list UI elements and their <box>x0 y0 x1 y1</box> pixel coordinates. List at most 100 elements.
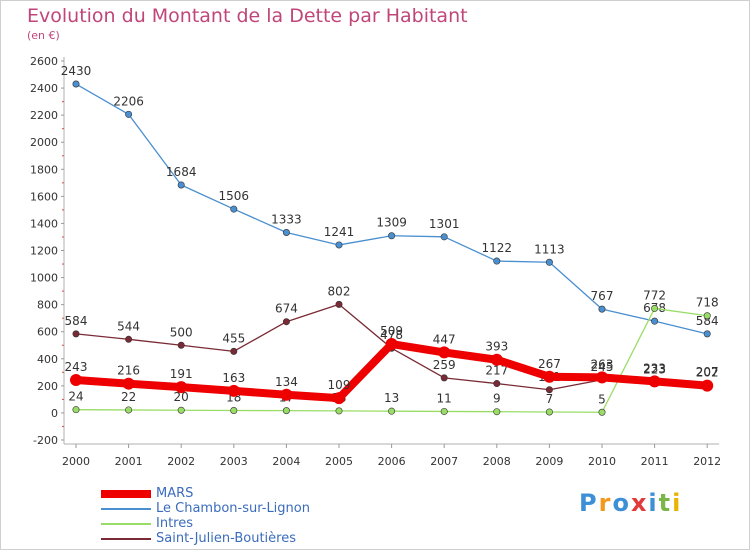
y-tick-label: -200 <box>33 434 58 447</box>
data-point <box>703 330 711 338</box>
data-point <box>385 338 398 351</box>
data-point <box>175 381 188 394</box>
data-point <box>440 233 448 241</box>
data-label: 207 <box>696 365 719 379</box>
data-point <box>703 312 711 320</box>
data-point <box>701 379 714 392</box>
data-point <box>72 80 80 88</box>
data-point <box>440 374 448 382</box>
data-label: 216 <box>117 364 140 378</box>
y-tick-label: 600 <box>37 326 58 339</box>
y-tick-label: 2400 <box>30 82 58 95</box>
logo-letter: x <box>630 489 649 517</box>
data-label: 24 <box>68 390 83 404</box>
data-point <box>177 181 185 189</box>
proxiti-logo: Proxiti <box>579 489 682 517</box>
data-label: 584 <box>65 314 88 328</box>
data-label: 9 <box>493 392 501 406</box>
data-point <box>122 377 135 390</box>
data-label: 223 <box>643 363 666 377</box>
data-point <box>70 374 82 387</box>
series-intres: 2422201817151311975772718 <box>68 288 719 416</box>
data-label: 2430 <box>61 64 92 78</box>
data-label: 674 <box>275 302 298 316</box>
data-label: 772 <box>643 288 666 302</box>
x-tick-label: 2009 <box>535 455 563 468</box>
y-tick-label: 1800 <box>30 163 58 176</box>
data-label: 1684 <box>166 165 197 179</box>
data-label: 447 <box>433 332 456 346</box>
data-label: 802 <box>328 284 351 298</box>
data-point <box>72 406 80 414</box>
data-point <box>335 241 343 249</box>
data-point <box>440 407 448 415</box>
data-label: 1333 <box>271 212 302 226</box>
data-point <box>282 407 290 415</box>
data-point <box>651 317 659 325</box>
y-tick-label: 1000 <box>30 272 58 285</box>
x-tick-label: 2000 <box>62 455 90 468</box>
y-tick-label: 2000 <box>30 136 58 149</box>
x-tick-label: 2008 <box>483 455 511 468</box>
y-tick-label: 2600 <box>30 55 58 68</box>
data-point <box>125 110 133 118</box>
data-point <box>227 384 240 397</box>
x-tick-label: 2001 <box>115 455 143 468</box>
chart-title: Evolution du Montant de la Dette par Hab… <box>27 5 468 27</box>
data-label: 233 <box>643 361 666 375</box>
chart-axes: -200 0 200 400 600 800 1000 1200 1400 1600 1800 200… <box>30 55 721 468</box>
legend-item-saint-julien-boutieres: Saint-Julien-Boutières <box>101 531 421 547</box>
data-label: 259 <box>433 358 456 372</box>
data-label: 217 <box>485 364 508 378</box>
data-point <box>493 408 501 416</box>
legend-swatch <box>101 508 151 510</box>
data-label: 163 <box>222 371 245 385</box>
data-point <box>335 407 343 415</box>
y-tick-label: 0 <box>51 407 58 420</box>
data-label: 7 <box>546 392 554 406</box>
series-mars: 243 216 191 163 134 109 509 447 393 267 263 233 202 <box>65 324 719 405</box>
y-tick-label: 1200 <box>30 245 58 258</box>
legend-label: MARS <box>156 486 194 501</box>
data-point <box>282 228 290 236</box>
logo-letter: i <box>672 489 683 517</box>
data-label: 478 <box>380 328 403 342</box>
legend-swatch <box>101 538 151 540</box>
data-label: 263 <box>591 357 614 371</box>
x-tick-label: 2010 <box>588 455 616 468</box>
y-tick-label: 1600 <box>30 190 58 203</box>
data-label: 2206 <box>113 94 144 108</box>
data-point <box>230 205 238 213</box>
logo-letter: r <box>598 489 613 517</box>
legend-label: Saint-Julien-Boutières <box>156 531 296 546</box>
y-tick-label: 2200 <box>30 109 58 122</box>
data-label: 11 <box>437 391 452 405</box>
data-label: 584 <box>696 314 719 328</box>
x-tick-label: 2012 <box>693 455 721 468</box>
legend-label: Intres <box>156 516 194 531</box>
legend-item-le-chambon-sur-lignon: Le Chambon-sur-Lignon <box>101 501 421 517</box>
logo-letter: P <box>579 489 599 517</box>
y-tick-label: 1400 <box>30 217 58 230</box>
data-point <box>177 406 185 414</box>
y-tick-label: 200 <box>37 380 58 393</box>
data-point <box>545 386 553 394</box>
data-label: 509 <box>380 324 403 338</box>
data-label: 202 <box>696 366 719 380</box>
data-label: 267 <box>538 357 561 371</box>
data-point <box>125 406 133 414</box>
data-point <box>598 305 606 313</box>
data-point <box>490 353 503 366</box>
data-point <box>651 304 659 312</box>
x-tick-label: 2003 <box>220 455 248 468</box>
data-point <box>545 258 553 266</box>
data-label: 1309 <box>376 216 407 230</box>
data-point <box>282 318 290 326</box>
data-label: 1122 <box>482 241 513 255</box>
data-point <box>335 300 343 308</box>
data-point <box>230 406 238 414</box>
data-label: 1241 <box>324 225 355 239</box>
data-label: 245 <box>591 360 614 374</box>
